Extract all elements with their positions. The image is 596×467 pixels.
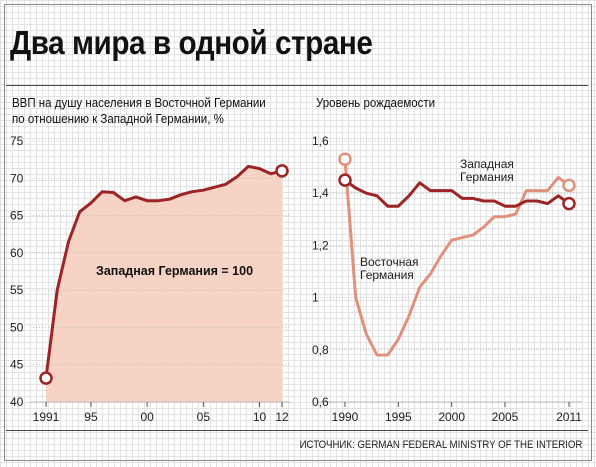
left-chart-title-line-2: по отношению к Западной Германии, % bbox=[12, 112, 224, 126]
east-label-line-2: Германия bbox=[360, 268, 414, 282]
right-xtick-label: 1995 bbox=[385, 410, 412, 424]
east-end-marker bbox=[562, 178, 576, 193]
gdp-area-fill bbox=[46, 166, 282, 402]
right-ytick-label: 1,6 bbox=[312, 134, 329, 148]
right-ytick-label: 1 bbox=[312, 291, 319, 305]
left-xtick-label: 1991 bbox=[33, 410, 60, 424]
left-xtick-label: 00 bbox=[140, 410, 154, 424]
title-underline bbox=[6, 85, 588, 86]
west-start-marker bbox=[338, 173, 352, 187]
west-label-line-1: Западная bbox=[460, 157, 514, 171]
left-ytick-label: 40 bbox=[10, 395, 24, 409]
west-end-marker bbox=[562, 196, 576, 211]
left-xtick-label: 10 bbox=[253, 410, 267, 424]
left-ytick-label: 50 bbox=[10, 320, 24, 334]
left-ytick-label: 65 bbox=[10, 209, 24, 223]
gdp-line bbox=[44, 164, 283, 379]
left-ytick-label: 70 bbox=[10, 171, 24, 185]
left-chart-title-line-1: ВВП на душу населения в Восточной Герман… bbox=[12, 96, 266, 110]
left-ytick-label: 45 bbox=[10, 358, 24, 372]
gdp-annotation: Западная Германия = 100 bbox=[96, 264, 253, 278]
east-label-line-1: Восточная bbox=[360, 255, 419, 269]
birthrate-west-line bbox=[344, 178, 570, 208]
left-ytick-label: 75 bbox=[10, 134, 24, 148]
right-ytick-label: 1,4 bbox=[312, 186, 329, 200]
right-ytick-label: 1,2 bbox=[312, 238, 329, 252]
gdp-start-marker bbox=[39, 371, 53, 385]
right-chart-title: Уровень рождаемости bbox=[316, 96, 436, 110]
left-ytick-label: 60 bbox=[10, 246, 24, 260]
bottom-rule bbox=[6, 430, 588, 431]
chart-frame bbox=[4, 4, 592, 461]
source-note: ИСТОЧНИК: GERMAN FEDERAL MINISTRY OF THE… bbox=[299, 439, 582, 451]
left-ytick-label: 55 bbox=[10, 283, 24, 297]
left-chart-title: ВВП на душу населения в Восточной Герман… bbox=[12, 95, 266, 127]
right-xtick-label: 2011 bbox=[556, 410, 582, 424]
left-xtick-label: 95 bbox=[84, 410, 98, 424]
right-ytick-label: 0,6 bbox=[312, 395, 329, 409]
right-ytick-label: 0,8 bbox=[312, 343, 329, 357]
birthrate-east-line bbox=[343, 159, 570, 357]
east-start-marker bbox=[338, 152, 352, 167]
right-xtick-label: 2005 bbox=[492, 410, 519, 424]
west-label-line-2: Германия bbox=[460, 170, 514, 184]
page-title: Два мира в одной стране bbox=[10, 24, 373, 61]
right-xtick-label: 1990 bbox=[332, 410, 359, 424]
gdp-end-marker bbox=[275, 164, 289, 178]
left-xtick-label: 12 bbox=[275, 410, 289, 424]
left-xtick-label: 05 bbox=[197, 410, 211, 424]
right-xtick-label: 2000 bbox=[438, 410, 465, 424]
